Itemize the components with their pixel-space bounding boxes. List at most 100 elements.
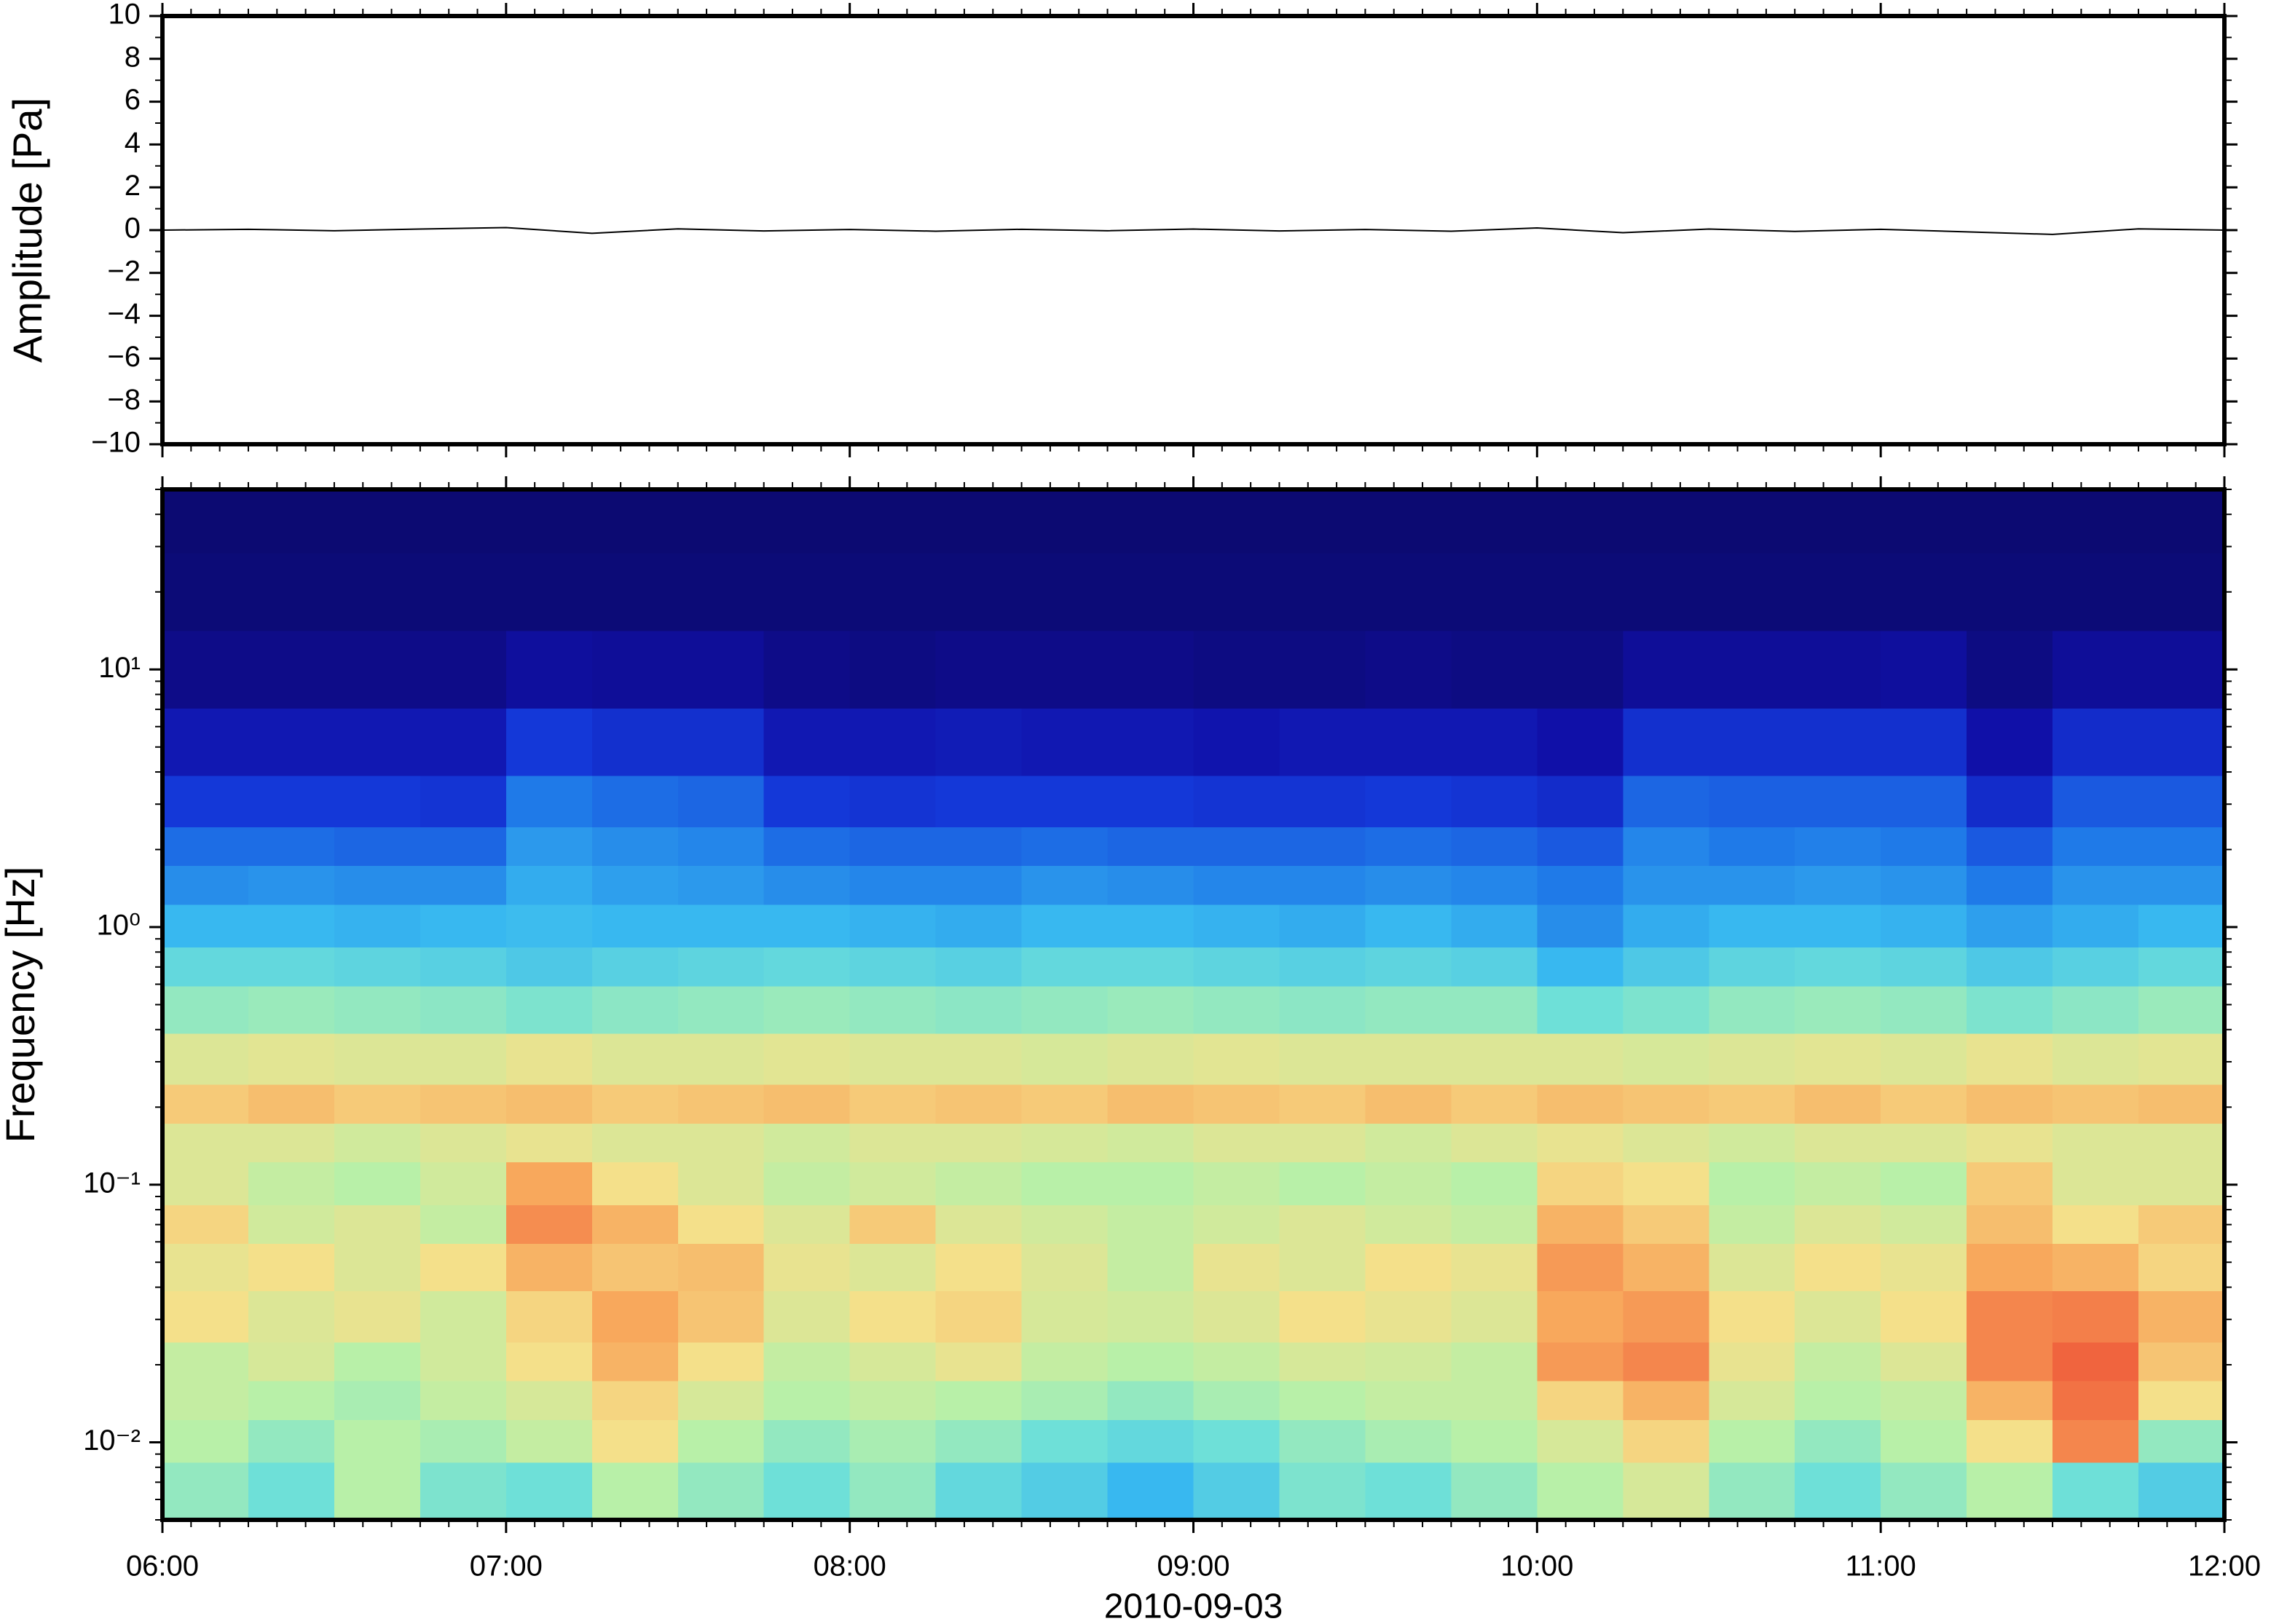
spectrogram-cell [1365,1123,1452,1163]
spectrogram-cell [2052,985,2139,1034]
spectrogram-cell [1537,1162,1623,1205]
spectrogram-cell [1623,775,1709,827]
spectrogram-cell [591,985,679,1034]
spectrogram-cell [1279,904,1366,948]
spectrogram-cell [505,1462,593,1521]
spectrogram-cell [2052,553,2139,631]
spectrogram-cell [1193,1462,1280,1521]
spectrogram-cell [1967,489,2053,554]
spectrogram-cell [2052,631,2139,709]
spectrogram-cell [2052,1084,2139,1124]
spectrogram-cell [849,1123,937,1163]
spectrogram-cell [763,1123,851,1163]
spectrogram-cell [1709,1419,1795,1463]
spectrogram-cell [1451,489,1538,554]
spectrogram-cell [2138,904,2225,948]
panel: −10 −8 −6 −4 −2 0 2 4 6 8 10 Amplitude [Pa] [4,0,2237,459]
spectrogram-cell [2138,947,2225,987]
spectrogram-cell [591,904,679,948]
spectrogram-cell [1967,1162,2053,1205]
spectrogram-cell [1193,904,1280,948]
spectrogram-cell [935,1341,1023,1381]
spectrogram-cell [2138,1033,2225,1085]
y-tick-label: 10⁰ [96,910,141,942]
spectrogram-cell [1709,947,1795,987]
spectrogram-cell [505,1123,593,1163]
spectrogram-cell [1881,708,1967,776]
spectrogram-cell [1795,904,1881,948]
spectrogram-cell [1881,985,1967,1034]
spectrogram-cell [420,865,507,905]
spectrogram-cell [677,1290,765,1343]
spectrogram-cell [1365,553,1452,631]
spectrogram-cell [849,1419,937,1463]
x-axis-label: 2010-09-03 [1104,1588,1283,1624]
spectrogram-cell [1623,904,1709,948]
spectrogram-cell [1279,1243,1366,1292]
spectrogram-cell [248,985,335,1034]
spectrogram-cell [1795,1462,1881,1521]
spectrogram-cell [505,1162,593,1205]
spectrogram-cell [1021,865,1109,905]
x-tick-label: 06:00 [126,1550,199,1582]
spectrogram-cell [162,1123,249,1163]
spectrogram-cell [248,865,335,905]
spectrogram-cell [591,947,679,987]
spectrogram-cell [2052,904,2139,948]
spectrogram-cell [1795,865,1881,905]
spectrogram-cell [2138,631,2225,709]
spectrogram-cell [2052,947,2139,987]
spectrogram-cell [420,1341,507,1381]
spectrogram-cell [162,631,249,709]
spectrogram-cell [1537,1462,1623,1521]
spectrogram-cell [2052,1462,2139,1521]
spectrogram-cell [1881,1341,1967,1381]
spectrogram-cell [334,708,421,776]
spectrogram-cell [935,985,1023,1034]
spectrogram-cell [505,1341,593,1381]
spectrogram-cell [1365,775,1452,827]
spectrogram-cell [1279,1290,1366,1343]
spectrogram-cell [248,1123,335,1163]
spectrogram-cell [1021,1341,1109,1381]
spectrogram-cell [1021,489,1109,554]
spectrogram-cell [2138,775,2225,827]
spectrogram-cell [1279,553,1366,631]
spectrogram-cell [1451,904,1538,948]
y-tick-label: −10 [91,427,141,459]
x-tick-label: 12:00 [2188,1550,2261,1582]
spectrogram-cell [591,1205,679,1245]
spectrogram-cell [2052,1123,2139,1163]
spectrogram-cell [1881,904,1967,948]
spectrogram-cell [763,904,851,948]
spectrogram-cell [1709,553,1795,631]
spectrogram-cell [1967,708,2053,776]
spectrogram-cell [505,1419,593,1463]
spectrogram-cell [935,1205,1023,1245]
spectrogram-cell [162,1162,249,1205]
spectrogram-cell [1709,865,1795,905]
spectrogram-cell [1107,1381,1194,1420]
spectrogram-cell [1279,1381,1366,1420]
spectrogram-cell [763,1290,851,1343]
spectrogram-cell [763,1341,851,1381]
spectrogram-cell [1107,865,1194,905]
spectrogram-cell [1537,708,1623,776]
spectrogram-cell [1623,1290,1709,1343]
spectrogram-cell [677,1462,765,1521]
spectrogram-cell [1709,827,1795,867]
spectrogram-cell [1623,1243,1709,1292]
spectrogram-cell [849,708,937,776]
spectrogram-cell [2052,489,2139,554]
spectrogram-cell [1107,827,1194,867]
spectrogram-cell [1107,947,1194,987]
spectrogram-cell [248,1290,335,1343]
spectrogram-cell [1537,631,1623,709]
spectrogram-cell [763,708,851,776]
spectrogram-cell [420,1381,507,1420]
spectrogram-cell [1537,947,1623,987]
spectrogram-cell [1107,904,1194,948]
spectrogram-cell [1451,985,1538,1034]
spectrogram-cell [420,1243,507,1292]
spectrogram-cell [849,489,937,554]
